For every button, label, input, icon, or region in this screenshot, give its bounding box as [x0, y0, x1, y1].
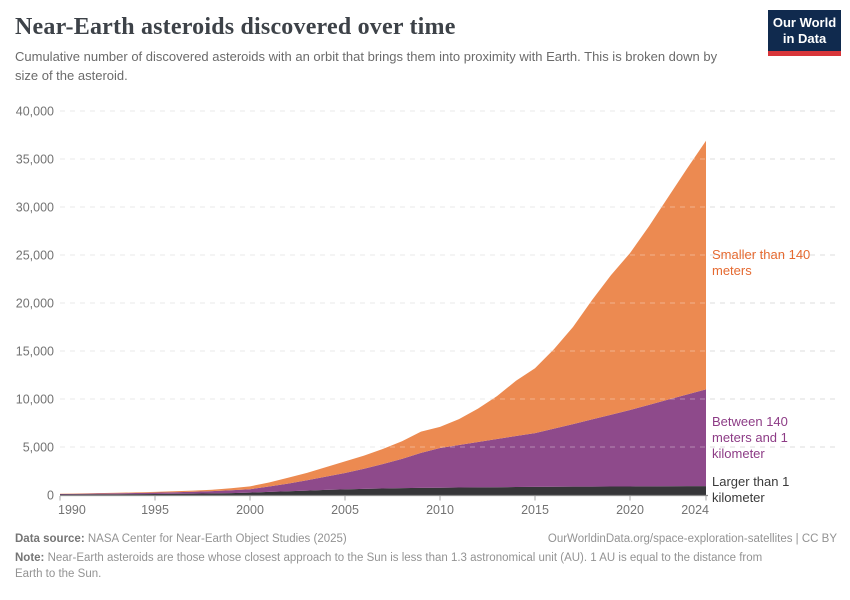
y-axis-tick-label: 10,000	[16, 393, 54, 407]
area-larger-than-1-kilometer[interactable]	[60, 486, 706, 495]
data-source: Data source: NASA Center for Near-Earth …	[15, 533, 347, 545]
x-axis-tick-label: 1990	[58, 503, 86, 517]
y-axis-tick-label: 15,000	[16, 345, 54, 359]
owid-logo[interactable]: Our World in Data	[768, 10, 841, 56]
owid-logo-stripe	[768, 51, 841, 56]
x-axis-tick-label: 2005	[331, 503, 359, 517]
y-axis-tick-label: 40,000	[16, 105, 54, 119]
series-label-larger-than-1-kilometer[interactable]: Larger than 1 kilometer	[712, 474, 790, 505]
y-axis-tick-label: 0	[47, 489, 54, 503]
x-axis-tick-label: 1995	[141, 503, 169, 517]
x-axis-tick-label: 2000	[236, 503, 264, 517]
area-smaller-than-140-meters[interactable]	[60, 140, 706, 494]
y-axis-tick-label: 35,000	[16, 153, 54, 167]
series-label-smaller-than-140-meters[interactable]: Smaller than 140 meters	[712, 247, 811, 278]
x-axis-tick-label: 2020	[616, 503, 644, 517]
y-axis-tick-label: 20,000	[16, 297, 54, 311]
attribution-link[interactable]: OurWorldinData.org/space-exploration-sat…	[547, 533, 837, 545]
chart-note: Note: Near-Earth asteroids are those who…	[15, 552, 763, 581]
y-axis-tick-label: 25,000	[16, 249, 54, 263]
x-axis-tick-label: 2024	[681, 503, 709, 517]
area-between-140-meters-and-1-kilometer[interactable]	[60, 389, 706, 495]
x-axis-tick-label: 2010	[426, 503, 454, 517]
chart-title: Near-Earth asteroids discovered over tim…	[15, 14, 456, 40]
x-axis-tick-label: 2015	[521, 503, 549, 517]
y-axis-tick-label: 5,000	[23, 441, 54, 455]
chart-footer: Data source: NASA Center for Near-Earth …	[15, 531, 837, 582]
owid-logo-text: Our World in Data	[768, 10, 841, 51]
chart-header: Near-Earth asteroids discovered over tim…	[15, 14, 755, 86]
series-label-between-140-meters-and-1-kilometer[interactable]: Between 140 meters and 1 kilometer	[712, 414, 788, 461]
chart-subtitle: Cumulative number of discovered asteroid…	[15, 49, 718, 83]
y-axis-tick-label: 30,000	[16, 201, 54, 215]
